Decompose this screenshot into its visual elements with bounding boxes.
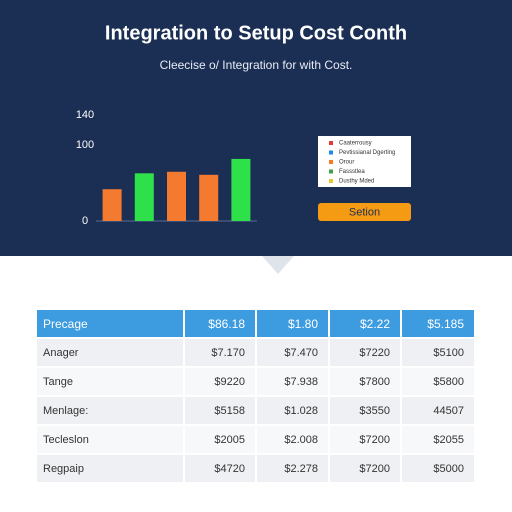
legend-label: Fassstlea: [339, 169, 365, 175]
table-row: Menlage: $5158 $1.028 $3550 44507: [37, 397, 474, 424]
table-cell: $86.18: [185, 310, 255, 337]
button-label[interactable]: Setion: [349, 206, 380, 218]
table-cell: $2.22: [330, 310, 400, 337]
table-cell: $7.170: [185, 339, 255, 366]
table-cell: $1.80: [257, 310, 328, 337]
bar: [231, 158, 251, 221]
legend-swatch: [329, 141, 333, 145]
table-cell: $2005: [185, 426, 255, 453]
table-cell: $1.028: [257, 397, 328, 424]
legend-label: Dusthy Mded: [339, 179, 374, 185]
table: Precage $86.18 $1.80 $2.22 $5.185 Anager $7.17…: [37, 310, 474, 484]
notch: [262, 256, 294, 274]
table-cell: $7200: [330, 455, 400, 482]
y-tick-label: 100: [76, 139, 94, 151]
table-cell: $4720: [185, 455, 255, 482]
bar: [102, 189, 122, 221]
table-cell: $7200: [330, 426, 400, 453]
table-cell: $2055: [402, 426, 474, 453]
legend-label: Pevtissianal Dgerting: [339, 150, 395, 156]
table-row: Regpaip $4720 $2.278 $7200 $5000: [37, 455, 474, 482]
legend-swatch: [329, 150, 333, 155]
bar: [167, 171, 186, 221]
subtitle: Cleecise o/ Integration for with Cost.: [160, 58, 353, 72]
table-cell: $7.938: [257, 368, 328, 395]
table-row: Tecleslon $2005 $2.008 $7200 $2055: [37, 426, 474, 453]
table-cell: Precage: [37, 310, 183, 337]
legend-swatch: [329, 169, 333, 174]
table-cell: Regpaip: [37, 455, 183, 482]
legend-label: Caaterrousy: [339, 141, 372, 147]
table-cell: $7.470: [257, 339, 328, 366]
legend-swatch: [329, 179, 333, 183]
table-cell: $2.278: [257, 455, 328, 482]
table-row: Precage $86.18 $1.80 $2.22 $5.185: [37, 310, 474, 337]
table-row: Anager $7.170 $7.470 $7220 $5100: [37, 339, 474, 366]
table-cell: $5.185: [402, 310, 474, 337]
legend-box: [318, 136, 411, 187]
table-cell: $7800: [330, 368, 400, 395]
table-row: Tange $9220 $7.938 $7800 $5800: [37, 368, 474, 395]
table-cell: $7220: [330, 339, 400, 366]
table-cell: $5100: [402, 339, 474, 366]
top-panel: Integration to Setup Cost Conth Cleecise…: [0, 0, 512, 274]
table-cell: Anager: [37, 339, 183, 366]
y-tick-label: 140: [76, 109, 94, 121]
banner: [0, 0, 512, 256]
table-cell: $9220: [185, 368, 255, 395]
table-cell: $2.008: [257, 426, 328, 453]
table-cell: $3550: [330, 397, 400, 424]
table-cell: $5800: [402, 368, 474, 395]
table-cell: $5000: [402, 455, 474, 482]
legend-label: Orour: [339, 160, 354, 166]
table-cell: $5158: [185, 397, 255, 424]
bar: [199, 174, 219, 221]
table-cell: 44507: [402, 397, 474, 424]
button[interactable]: [318, 203, 411, 221]
y-tick-label: 0: [82, 215, 88, 227]
table-cell: Menlage:: [37, 397, 183, 424]
title: Integration to Setup Cost Conth: [105, 22, 407, 44]
table-cell: Tecleslon: [37, 426, 183, 453]
table-cell: Tange: [37, 368, 183, 395]
bar: [134, 173, 154, 221]
legend-swatch: [329, 160, 333, 164]
